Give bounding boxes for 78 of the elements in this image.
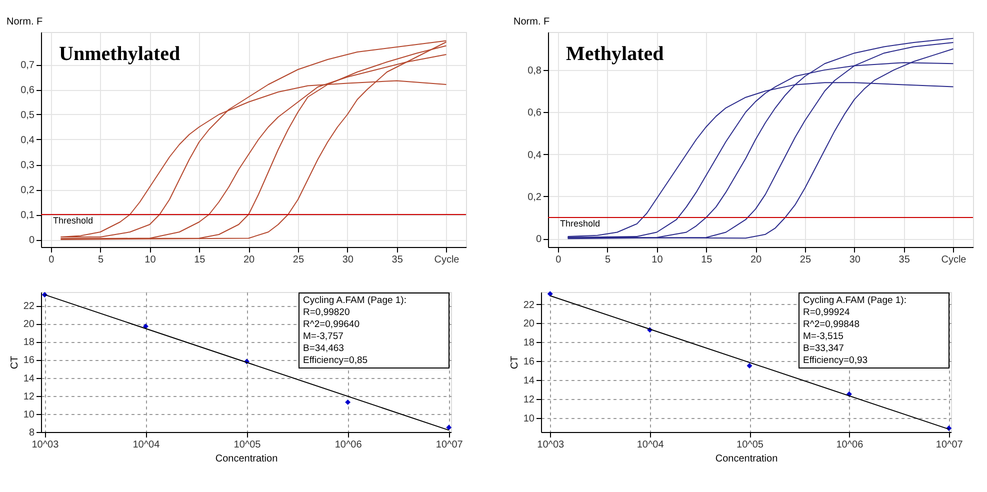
- annotation: Cycling A.FAM (Page 1):: [803, 295, 906, 306]
- annotation: Efficiency=0,85: [303, 355, 368, 366]
- y-tick-label: 0,3: [20, 160, 35, 171]
- x-tick-label: 30: [849, 254, 861, 266]
- x-tick-label: 15: [194, 254, 206, 266]
- ref-line-label: Threshold: [53, 216, 94, 226]
- y-tick-label: 0,2: [20, 185, 35, 196]
- annotation: Cycling A.FAM (Page 1):: [303, 295, 406, 306]
- annotation: Efficiency=0,93: [803, 355, 868, 366]
- text: Methylated: [566, 43, 664, 65]
- y-tick-label: 0,7: [20, 60, 35, 71]
- y-tick-label: 14: [23, 373, 35, 384]
- x-tick-label: 20: [243, 254, 256, 266]
- annotation: M=-3,757: [303, 331, 344, 342]
- annotation: R^2=0,99848: [803, 319, 860, 330]
- y-axis-title: Norm. F: [514, 16, 550, 28]
- annotation: B=34,463: [303, 343, 344, 354]
- annotation: R=0,99924: [803, 307, 850, 318]
- x-tick-label: 35: [392, 254, 404, 266]
- y-tick-label: 0,5: [20, 110, 35, 121]
- x-tick-label: 10^07: [436, 440, 464, 450]
- x-tick-label: 15: [701, 254, 713, 266]
- x-tick-label: 0: [48, 254, 55, 266]
- y-tick-label: 16: [23, 355, 35, 366]
- y-tick-label: 16: [523, 356, 535, 368]
- x-tick-label: 10: [652, 254, 664, 266]
- y-tick-label: 20: [523, 318, 535, 330]
- y-tick-label: 8: [28, 428, 35, 438]
- annotation: R=0,99820: [303, 307, 350, 318]
- y-axis-title: Norm. F: [6, 16, 43, 28]
- y-tick-label: 0,8: [528, 65, 542, 76]
- y-tick-label: 20: [23, 319, 35, 330]
- annotation: M=-3,515: [803, 331, 844, 342]
- text: Unmethylated: [59, 43, 180, 65]
- x-tick-label: 10^04: [132, 440, 160, 450]
- x-tick-label: Cycle: [941, 254, 967, 266]
- x-tick-label: 10^06: [334, 440, 362, 450]
- y-tick-label: 0,6: [528, 108, 542, 119]
- y-tick-label: 0,2: [528, 192, 542, 203]
- x-tick-label: 5: [605, 254, 612, 266]
- x-tick-label: 10^06: [836, 440, 864, 450]
- annotation: B=33,347: [803, 343, 844, 354]
- x-tick-label: 25: [800, 254, 812, 266]
- y-tick-label: 18: [23, 337, 35, 348]
- y-tick-label: 12: [523, 394, 535, 406]
- y-tick-label: 14: [523, 375, 535, 386]
- x-tick-label: 10^03: [537, 440, 565, 450]
- x-tick-label: 5: [98, 254, 104, 266]
- y-tick-label: 10: [523, 413, 535, 424]
- y-tick-label: 0: [28, 235, 35, 246]
- y-tick-label: 22: [523, 300, 535, 311]
- annotation: R^2=0,99640: [303, 319, 360, 330]
- y-tick-label: 0,4: [20, 135, 35, 146]
- y-axis-title: CT: [509, 356, 520, 370]
- x-tick-label: 10^05: [736, 440, 764, 450]
- ref-line-label: Threshold: [560, 218, 600, 228]
- y-axis-title: CT: [9, 356, 20, 370]
- x-axis-title: Concentration: [215, 454, 278, 464]
- y-tick-label: 18: [523, 338, 535, 349]
- y-tick-label: 0: [536, 234, 542, 246]
- y-tick-label: 0,6: [20, 85, 35, 96]
- x-tick-label: 10^05: [234, 440, 262, 450]
- x-tick-label: 10^03: [32, 440, 60, 450]
- x-tick-label: 20: [750, 254, 762, 266]
- y-tick-label: 10: [23, 409, 35, 420]
- x-tick-label: 0: [556, 254, 562, 266]
- x-tick-label: 35: [898, 254, 910, 266]
- x-axis-title: Concentration: [715, 454, 778, 464]
- y-tick-label: 22: [23, 301, 35, 312]
- x-tick-label: 30: [342, 254, 354, 266]
- y-tick-label: 0,4: [528, 150, 542, 161]
- x-tick-label: 10: [144, 254, 156, 266]
- y-tick-label: 0,1: [20, 210, 35, 221]
- x-tick-label: Cycle: [434, 254, 460, 266]
- x-tick-label: 10^07: [936, 440, 964, 450]
- y-tick-label: 12: [23, 391, 35, 402]
- x-tick-label: 25: [292, 254, 304, 266]
- x-tick-label: 10^04: [636, 440, 664, 450]
